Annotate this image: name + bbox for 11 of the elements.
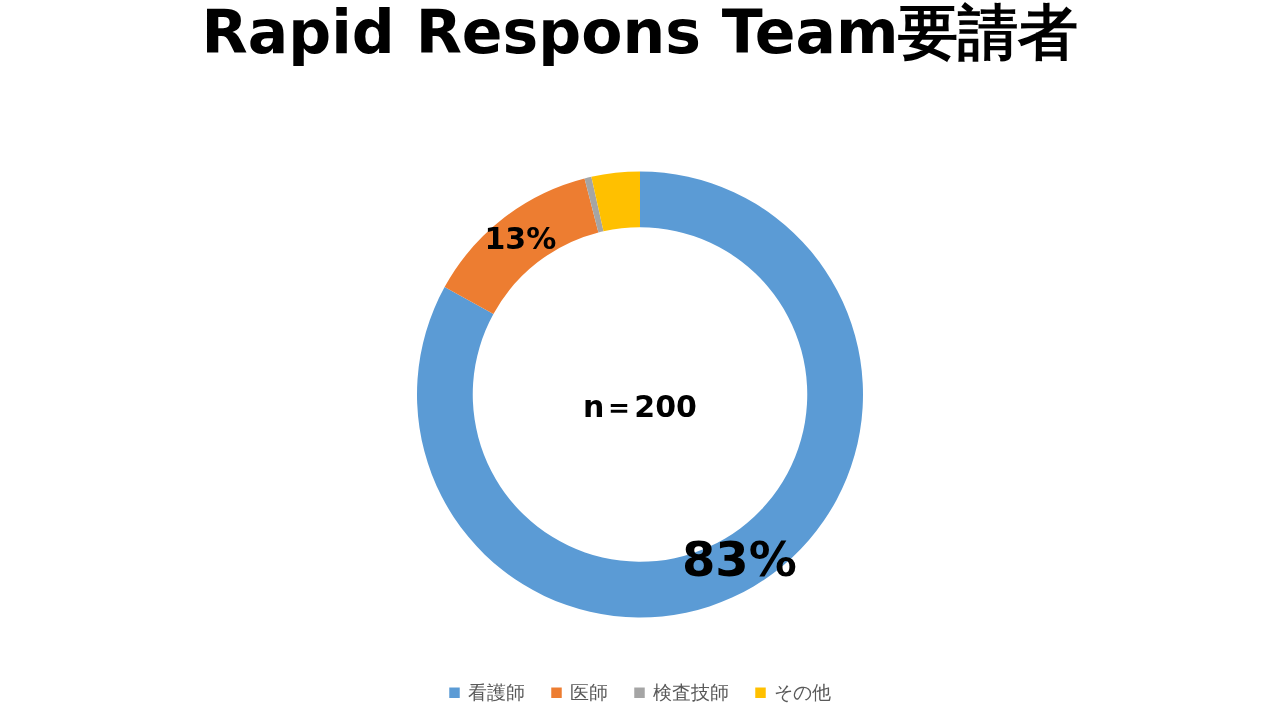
donut-slice: [591, 171, 640, 232]
data-label: 13%: [484, 221, 557, 257]
legend-label: 看護師: [468, 680, 525, 703]
legend-label: 検査技師: [653, 680, 729, 703]
legend-label: その他: [774, 680, 831, 703]
legend-label: 医師: [570, 680, 608, 703]
donut-slice: [584, 176, 604, 233]
donut-slice: [444, 178, 599, 314]
text: n＝200: [583, 388, 697, 424]
donut-slice: [417, 171, 863, 618]
chart-title: Rapid Respons Team要請者: [201, 0, 1079, 67]
